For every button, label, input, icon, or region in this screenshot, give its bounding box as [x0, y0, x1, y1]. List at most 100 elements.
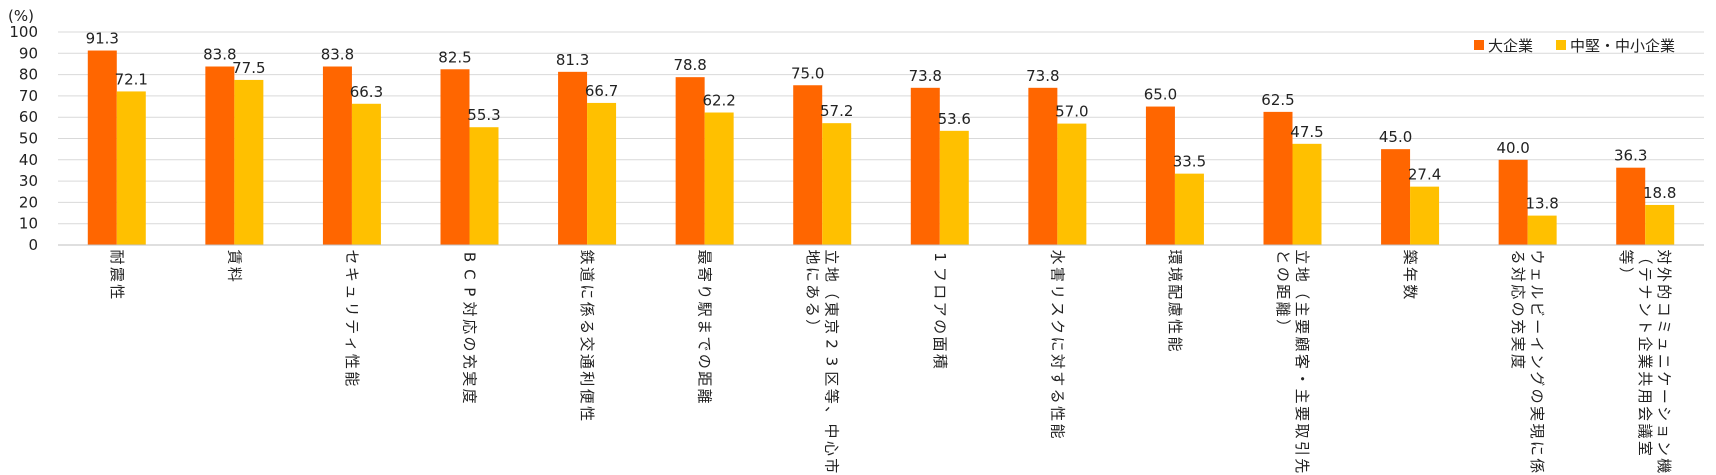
category-label-char: る — [804, 302, 822, 317]
category-label-char: に — [804, 267, 822, 282]
legend-swatch-large-enterprise — [1474, 40, 1484, 50]
category-label-char: 応 — [1509, 284, 1527, 299]
data-label: 73.8 — [909, 67, 942, 85]
bar-large-enterprise — [322, 66, 352, 245]
category-label-char: と — [1274, 249, 1292, 264]
category-label-char: 地 — [804, 249, 822, 264]
category-label-char: 充 — [461, 354, 479, 369]
category-label-char: 性 — [108, 284, 126, 299]
category-label-char: ュ — [343, 284, 361, 299]
category-label-char: ン — [1528, 354, 1546, 369]
bar-large-enterprise — [1381, 149, 1411, 245]
category-label-char: 客 — [1293, 354, 1311, 369]
data-label: 57.2 — [820, 102, 853, 120]
category-label-char: ク — [1048, 319, 1066, 334]
bar-sme — [1174, 173, 1204, 245]
category-label-char: ス — [1048, 302, 1066, 317]
category-label-char: 離 — [1274, 302, 1292, 317]
category-label-char: イ — [1528, 336, 1546, 351]
category-label-char: P — [461, 287, 479, 296]
category-label-char: コ — [1655, 302, 1673, 317]
category-label-char: の — [1274, 267, 1292, 282]
y-tick-label: 50 — [19, 130, 38, 148]
category-label-char: に — [1528, 441, 1546, 456]
category-label-char: 充 — [1509, 319, 1527, 334]
y-tick-label: 20 — [19, 193, 38, 211]
category-label-char: 外 — [1655, 267, 1673, 282]
category-label-char: ア — [931, 302, 949, 317]
bars — [87, 50, 1675, 246]
category-label-char: ま — [696, 319, 714, 334]
bar-large-enterprise — [675, 77, 705, 245]
category-label-char: 実 — [1528, 406, 1546, 421]
data-label: 83.8 — [203, 46, 236, 64]
bar-large-enterprise — [1145, 106, 1175, 245]
y-tick-label: 60 — [19, 108, 38, 126]
category-label-char: 京 — [823, 319, 841, 334]
category-label-char: 寄 — [696, 267, 714, 282]
category-label-char: る — [578, 319, 596, 334]
category-label-char: シ — [1655, 406, 1673, 421]
y-tick-label: 90 — [19, 44, 38, 62]
category-label-char: ビ — [1528, 302, 1546, 317]
bar-sme — [587, 102, 617, 245]
category-label-char: ィ — [343, 336, 361, 351]
category-label-char: 性 — [1048, 406, 1066, 421]
y-tick-label: 30 — [19, 172, 38, 190]
category-label-char: 耐 — [108, 249, 126, 264]
category-label-char: （ — [1293, 284, 1311, 299]
category-label-char: （ — [1636, 249, 1654, 264]
category-label-char: 等 — [823, 389, 841, 404]
bar-sme — [469, 127, 499, 245]
category-label-char: 3 — [823, 357, 841, 367]
category-label-char: 企 — [1636, 336, 1654, 351]
category-label-char: す — [1048, 371, 1066, 386]
data-label: 53.6 — [938, 110, 971, 128]
category-label-char: ュ — [1655, 336, 1673, 351]
data-label: 18.8 — [1643, 184, 1676, 202]
bar-sme — [1527, 215, 1557, 245]
category-label-char: ） — [1274, 319, 1292, 334]
category-label-char: ェ — [1528, 267, 1546, 282]
category-label-char: キ — [343, 267, 361, 282]
category-label-char: 実 — [1509, 336, 1527, 351]
data-labels: 91.3 83.8 83.8 82.5 81.3 78.8 75.0 73.8 73.8 65.0… — [86, 30, 1677, 213]
data-label: 40.0 — [1496, 139, 1529, 157]
category-label-char: 能 — [343, 371, 361, 386]
category-label-char: 対 — [1655, 249, 1673, 264]
category-label-char: 便 — [578, 389, 596, 404]
bar-large-enterprise — [1616, 167, 1646, 245]
y-tick-label: 100 — [9, 23, 38, 41]
category-label-char: セ — [343, 249, 361, 264]
category-label-char: ケ — [1655, 371, 1673, 386]
category-label-char: 交 — [578, 336, 596, 351]
data-label: 82.5 — [438, 48, 471, 66]
bar-large-enterprise — [440, 69, 470, 246]
data-label: 27.4 — [1408, 166, 1441, 184]
bar-sme — [1410, 186, 1440, 245]
data-label: 57.0 — [1055, 103, 1088, 121]
category-label-char: 主 — [1293, 302, 1311, 317]
category-label-char: 区 — [823, 371, 841, 386]
category-label-char: ナ — [1636, 284, 1654, 299]
bar-sme — [1057, 123, 1087, 245]
data-label: 75.0 — [791, 64, 824, 82]
category-label-char: 距 — [1274, 284, 1292, 299]
data-label: 73.8 — [1026, 67, 1059, 85]
data-label: 13.8 — [1525, 195, 1558, 213]
category-label-char: の — [1509, 302, 1527, 317]
category-label-char: 環 — [1166, 249, 1184, 264]
category-label-char: ル — [1528, 284, 1546, 299]
category-label-char: 鉄 — [578, 249, 596, 264]
y-axis-unit-label: (%) — [8, 7, 34, 25]
category-label-char: ロ — [931, 284, 949, 299]
category-label-char: 年 — [1401, 267, 1419, 282]
category-label-char: ウ — [1528, 249, 1546, 264]
data-label: 66.7 — [585, 82, 618, 100]
category-label-char: あ — [804, 284, 822, 299]
